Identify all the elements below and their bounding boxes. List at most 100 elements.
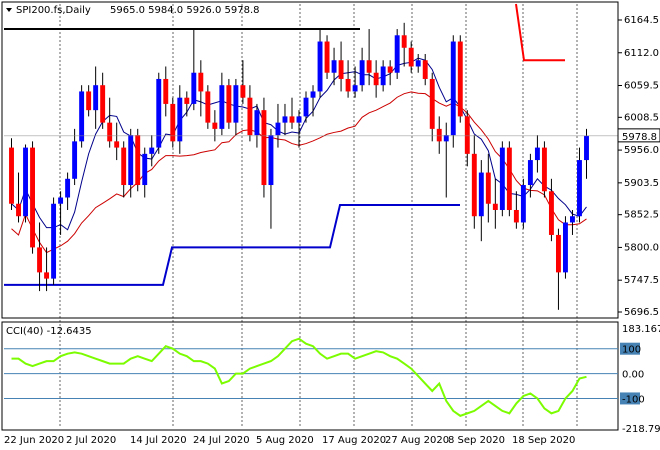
date-label: 27 Aug 2020 [385,435,449,446]
candle-body [513,209,519,223]
cci-axis-label: 0.00 [622,370,644,381]
candle-body [240,85,246,98]
candle-body [485,172,491,204]
resistance-short-line [515,3,565,62]
candle-body [289,116,295,123]
price-panel [1,1,619,319]
candle-body [23,147,28,217]
candle-body [156,78,162,148]
price-tick-label: 5956.0 [624,145,659,156]
price-tick-label: 5696.5 [624,307,659,318]
candle-body [457,41,463,117]
candle-body [198,72,204,92]
candle-body [429,78,435,129]
candle-body [401,35,407,48]
candle-body [261,110,267,186]
candle-body [338,60,344,79]
cci-label: CCI(40) -12.6435 [6,326,92,337]
candle-body [345,78,351,92]
candle-body [443,135,449,142]
cci-indicator: 183.1673 100 0.00 -100 -218.799 [4,324,660,435]
candle-body [226,85,232,123]
date-axis: 22 Jun 2020 2 Jul 2020 14 Jul 2020 24 Jul 2… [4,435,575,446]
candle-body [58,197,64,204]
candle-body [324,41,330,73]
ohlc-values: 5965.0 5984.0 5926.0 5978.8 [110,5,260,16]
candle-body [65,178,71,198]
candle-body [450,41,456,136]
candle-body [16,203,21,217]
candle-body [191,72,197,104]
cci-level-box [620,392,640,405]
candle-body [275,122,281,136]
date-label: 2 Jul 2020 [66,435,116,446]
candle-body [268,135,274,186]
cci-level-box [620,342,640,355]
candle-body [310,91,316,98]
candle-body [541,147,547,192]
support-resistance-lines [4,3,565,286]
candle-body [471,153,477,217]
dropdown-triangle-icon[interactable] [6,8,12,12]
candle-body [415,60,421,67]
candle-body [577,160,582,217]
symbol-label: SPI200.fs,Daily [16,5,91,16]
candle-body [107,122,113,142]
candle-body [303,97,309,117]
date-label: 5 Aug 2020 [256,435,314,446]
candle-body [9,147,14,204]
candle-body [520,185,526,223]
candle-body [135,135,141,186]
cci-axis-label: 183.1673 [622,324,660,335]
candle-body [282,116,288,123]
candle-body [163,78,169,104]
price-tick-label: 6112.0 [624,48,659,59]
candle-body [464,116,470,154]
candle-body [254,110,260,136]
candle-body [121,147,127,186]
date-label: 18 Sep 2020 [512,435,575,446]
candle-body [478,172,484,217]
date-label: 17 Aug 2020 [322,435,386,446]
candle-body [534,147,540,161]
candle-body [128,135,134,186]
current-price-label: 5978.8 [622,132,657,143]
price-tick-label: 5852.5 [624,210,659,221]
candle-body [30,147,35,248]
candle-body [352,85,358,92]
candle-body [142,153,148,186]
cci-line [11,337,587,417]
date-label: 22 Jun 2020 [4,435,64,446]
candle-body [184,97,190,104]
candle-body [212,122,218,129]
cci-axis-label: -218.799 [622,424,660,435]
candle-body [436,128,442,142]
candle-body [373,72,379,86]
price-tick-label: 5747.5 [624,275,659,286]
candle-body [296,116,302,123]
candle-body [527,160,533,186]
price-tick-label: 6059.5 [624,81,659,92]
candle-body [100,85,106,123]
candle-body [408,47,414,67]
candle-body [233,85,239,123]
cci-axis-label: -100 [622,394,645,405]
candle-body [359,60,365,86]
price-tick-label: 6008.5 [624,112,659,123]
price-tick-label: 5800.0 [624,242,659,253]
candle-body [499,147,505,210]
cci-axis-label: 100 [622,345,641,356]
date-label: 8 Sep 2020 [448,435,505,446]
candle-body [317,41,323,92]
candle-body [72,141,78,179]
candle-body [570,216,575,223]
candle-body [79,91,85,142]
candle-body [205,91,211,123]
candle-body [563,222,568,273]
candle-body [51,203,57,279]
price-axis: 6164.5 6112.0 6059.5 6008.5 5956.0 5903.5 5852… [4,15,660,318]
current-price-box [617,128,660,143]
date-label: 24 Jul 2020 [193,435,250,446]
candle-body [149,147,155,154]
candle-body [170,103,176,142]
